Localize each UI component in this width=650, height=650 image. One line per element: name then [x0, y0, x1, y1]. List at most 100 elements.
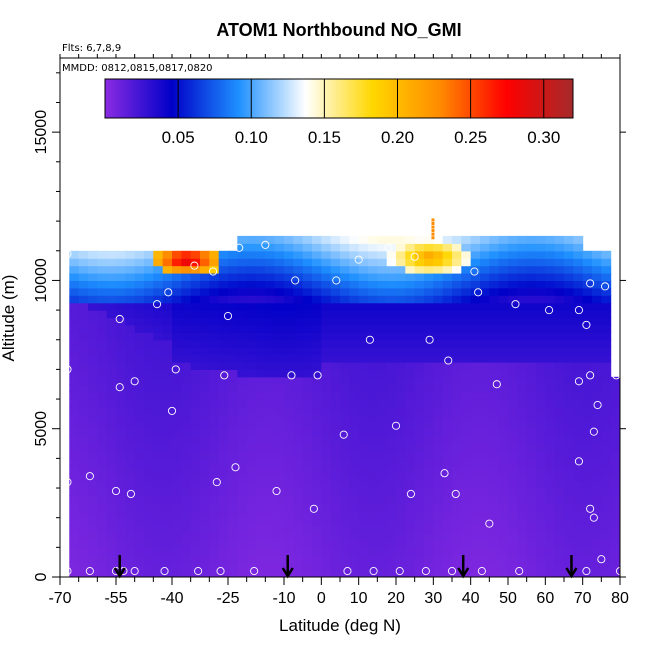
heat-cell [452, 428, 462, 437]
heat-cell [498, 554, 509, 563]
heat-cell [386, 265, 397, 274]
heat-cell [274, 258, 285, 267]
heat-cell [125, 332, 136, 341]
heat-cell [237, 502, 248, 511]
heat-cell [218, 539, 229, 548]
heat-cell [582, 554, 593, 563]
heat-cell [461, 495, 472, 504]
heat-cell [125, 295, 136, 304]
heat-cell [349, 525, 360, 534]
heat-cell [190, 495, 201, 504]
heat-cell [582, 547, 593, 556]
heat-cell [116, 495, 126, 504]
heat-cell [545, 421, 556, 430]
heat-cell [526, 562, 537, 571]
heat-cell [162, 258, 173, 267]
heat-cell [340, 443, 350, 452]
heat-cell [489, 569, 500, 577]
heat-cell [265, 458, 276, 467]
heat-cell [554, 532, 565, 541]
heat-cell [480, 302, 490, 311]
heat-cell [293, 354, 304, 363]
heat-cell [284, 547, 294, 556]
heat-cell [172, 406, 182, 415]
heat-cell [405, 562, 416, 571]
heat-cell [545, 310, 556, 319]
sample-point [582, 320, 591, 329]
heat-cell [181, 480, 192, 489]
heat-cell [498, 376, 509, 385]
heat-cell [358, 443, 369, 452]
heat-cell [312, 532, 322, 541]
heat-cell [209, 421, 220, 430]
heat-cell [592, 302, 602, 311]
heat-cell [293, 436, 304, 445]
heat-cell [545, 354, 556, 363]
heat-cell [218, 324, 229, 333]
heat-cell [470, 384, 481, 393]
profile-arrow-head [457, 567, 470, 579]
heat-cell [134, 525, 145, 534]
heat-cell [246, 317, 257, 326]
heat-cell [545, 287, 556, 296]
heat-cell [330, 250, 341, 259]
heat-cell [228, 302, 238, 311]
heat-cell [610, 421, 620, 430]
heat-cell [256, 317, 266, 326]
heat-cell [190, 273, 201, 281]
heat-cell [582, 391, 593, 400]
heat-cell [246, 369, 257, 378]
heat-cell [181, 347, 192, 356]
heat-cell [330, 436, 341, 445]
heat-cell [246, 399, 257, 408]
heat-cell [461, 525, 472, 534]
heat-cell [162, 510, 173, 519]
heat-cell [340, 273, 350, 281]
heat-cell [545, 465, 556, 474]
heat-cell [452, 339, 462, 348]
heat-cell [470, 517, 481, 526]
heat-cell [573, 287, 584, 296]
heat-cell [69, 547, 80, 556]
heat-cell [172, 502, 182, 511]
heat-cell [106, 332, 117, 341]
heat-cell [545, 539, 556, 548]
heat-cell [302, 324, 313, 333]
heat-cell [69, 495, 80, 504]
heat-cell [330, 539, 341, 548]
heat-cell [573, 554, 584, 563]
heat-cell [190, 384, 201, 393]
heat-cell [246, 525, 257, 534]
heat-cell [545, 243, 556, 252]
heat-cell [218, 421, 229, 430]
heat-cell [396, 287, 406, 296]
heat-cell [508, 339, 518, 348]
heat-cell [386, 451, 397, 459]
heat-cell [424, 317, 434, 326]
heat-cell [181, 391, 192, 400]
heat-cell [480, 258, 490, 267]
heat-cell [480, 451, 490, 459]
heat-cell [452, 480, 462, 489]
heat-cell [97, 443, 108, 452]
heat-cell [526, 473, 537, 482]
heat-cell [302, 250, 313, 259]
heat-cell [321, 413, 332, 422]
heat-cell [573, 473, 584, 482]
heat-cell [265, 532, 276, 541]
heat-cell [396, 384, 406, 393]
heat-cell [405, 235, 416, 244]
heat-cell [116, 310, 126, 319]
heat-cell [508, 443, 518, 452]
heat-cell [536, 458, 546, 467]
heat-cell [582, 532, 593, 541]
heat-cell [153, 384, 164, 393]
heat-cell [181, 399, 192, 408]
heat-cell [284, 495, 294, 504]
heat-cell [508, 517, 518, 526]
heat-cell [293, 324, 304, 333]
heat-cell [144, 495, 154, 504]
heat-cell [405, 391, 416, 400]
heat-cell [293, 399, 304, 408]
heat-cell [237, 347, 248, 356]
